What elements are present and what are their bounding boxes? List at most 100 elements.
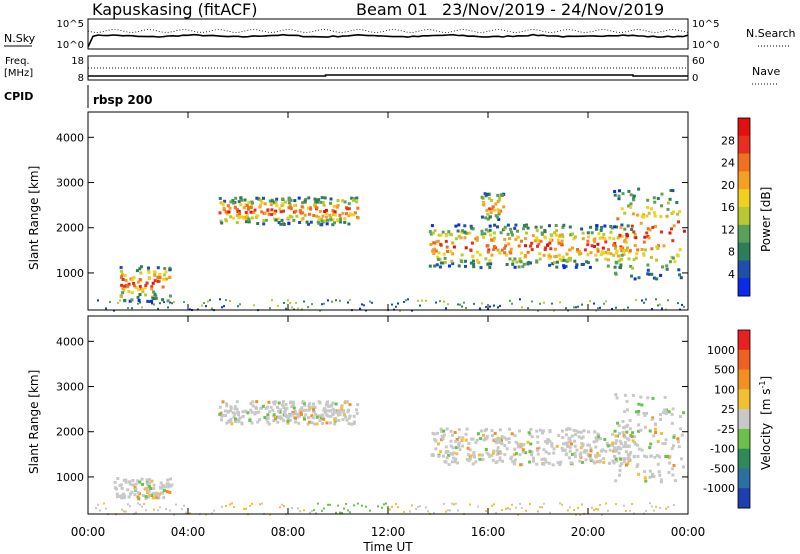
echo-cell <box>165 277 168 281</box>
freq-tick-top: 18 <box>71 56 84 67</box>
echo-cell <box>444 445 448 449</box>
echo-cell <box>222 206 226 210</box>
echo-cell <box>485 305 487 308</box>
echo-cell <box>397 506 399 509</box>
echo-cell <box>131 479 135 483</box>
echo-cell <box>498 251 502 255</box>
echo-cell <box>635 410 638 414</box>
echo-cell <box>629 205 633 209</box>
echo-cell <box>225 504 227 507</box>
echo-cell <box>291 507 293 509</box>
echo-cell <box>395 503 397 505</box>
echo-cell <box>115 487 118 491</box>
colorbar-swatch <box>738 278 750 297</box>
echo-cell <box>488 228 492 232</box>
echo-cell <box>581 444 585 448</box>
echo-cell <box>637 423 641 427</box>
echo-cell <box>569 233 573 237</box>
echo-cell <box>673 504 675 506</box>
echo-cell <box>319 223 323 227</box>
echo-cell <box>469 224 473 228</box>
echo-cell <box>646 198 650 202</box>
echo-cell <box>556 238 560 242</box>
velocity-colorbar-label: Velocity[m s-1] <box>758 376 773 470</box>
echo-cell <box>341 511 343 514</box>
echo-cell <box>516 445 520 449</box>
echo-cell <box>146 268 150 272</box>
echo-cell <box>633 233 637 236</box>
echo-cell <box>488 215 492 219</box>
echo-cell <box>262 196 265 200</box>
echo-cell <box>590 231 594 235</box>
echo-cell <box>464 432 468 436</box>
echo-cell <box>449 444 453 448</box>
echo-cell <box>152 297 156 301</box>
echo-cell <box>105 307 107 310</box>
echo-cell <box>475 238 479 242</box>
y-tick-label: 4000 <box>56 335 84 348</box>
echo-cell <box>135 269 139 273</box>
x-tick-label: 04:00 <box>171 525 206 539</box>
cpid-value: rbsp 200 <box>93 93 152 107</box>
colorbar-tick-label: 16 <box>721 201 735 214</box>
echo-cell <box>447 453 451 457</box>
echo-cell <box>644 479 648 483</box>
echo-cell <box>371 301 373 304</box>
echo-cell <box>589 447 593 451</box>
echo-cell <box>241 410 245 414</box>
echo-cell <box>643 301 645 304</box>
echo-cell <box>209 299 211 302</box>
echo-cell <box>480 232 484 236</box>
echo-cell <box>487 248 491 252</box>
echo-cell <box>288 414 292 418</box>
echo-cell <box>291 306 293 309</box>
echo-cell <box>318 419 322 423</box>
echo-cell <box>593 239 596 243</box>
echo-cell <box>138 267 142 271</box>
echo-cell <box>671 407 675 411</box>
echo-cell <box>255 407 258 410</box>
echo-cell <box>521 265 525 269</box>
nave-tick-top: 60 <box>692 56 705 67</box>
echo-cell <box>616 217 620 221</box>
echo-cell <box>489 262 493 266</box>
echo-cell <box>615 503 617 506</box>
echo-cell <box>535 229 539 233</box>
echo-cell <box>454 237 458 241</box>
echo-cell <box>432 252 436 255</box>
echo-cell <box>573 259 577 263</box>
echo-cell <box>433 241 437 245</box>
echo-cell <box>330 403 334 407</box>
echo-cell <box>608 461 611 465</box>
echo-cell <box>109 301 111 303</box>
echo-cell <box>491 434 494 437</box>
echo-cell <box>615 249 619 253</box>
echo-cell <box>377 505 379 508</box>
echo-cell <box>312 408 315 412</box>
echo-cell <box>465 307 467 309</box>
echo-cell <box>168 490 172 494</box>
echo-cell <box>591 459 595 463</box>
echo-cell <box>596 247 600 251</box>
echo-cell <box>596 451 600 455</box>
echo-cell <box>281 503 283 506</box>
echo-cell <box>573 235 577 239</box>
echo-cell <box>649 502 651 505</box>
echo-cell <box>296 412 300 416</box>
echo-cell <box>679 457 683 461</box>
echo-cell <box>282 209 285 213</box>
echo-cell <box>505 263 509 266</box>
echo-cell <box>616 421 620 425</box>
echo-cell <box>144 487 148 491</box>
echo-cell <box>484 257 488 261</box>
echo-cell <box>444 460 448 464</box>
echo-cell <box>613 193 617 197</box>
echo-cell <box>249 206 253 210</box>
echo-cell <box>609 252 613 256</box>
echo-cell <box>282 419 286 423</box>
echo-cell <box>521 450 525 454</box>
echo-cell <box>516 442 520 446</box>
echo-cell <box>302 401 306 405</box>
echo-cell <box>488 454 492 458</box>
echo-cell <box>230 422 234 426</box>
